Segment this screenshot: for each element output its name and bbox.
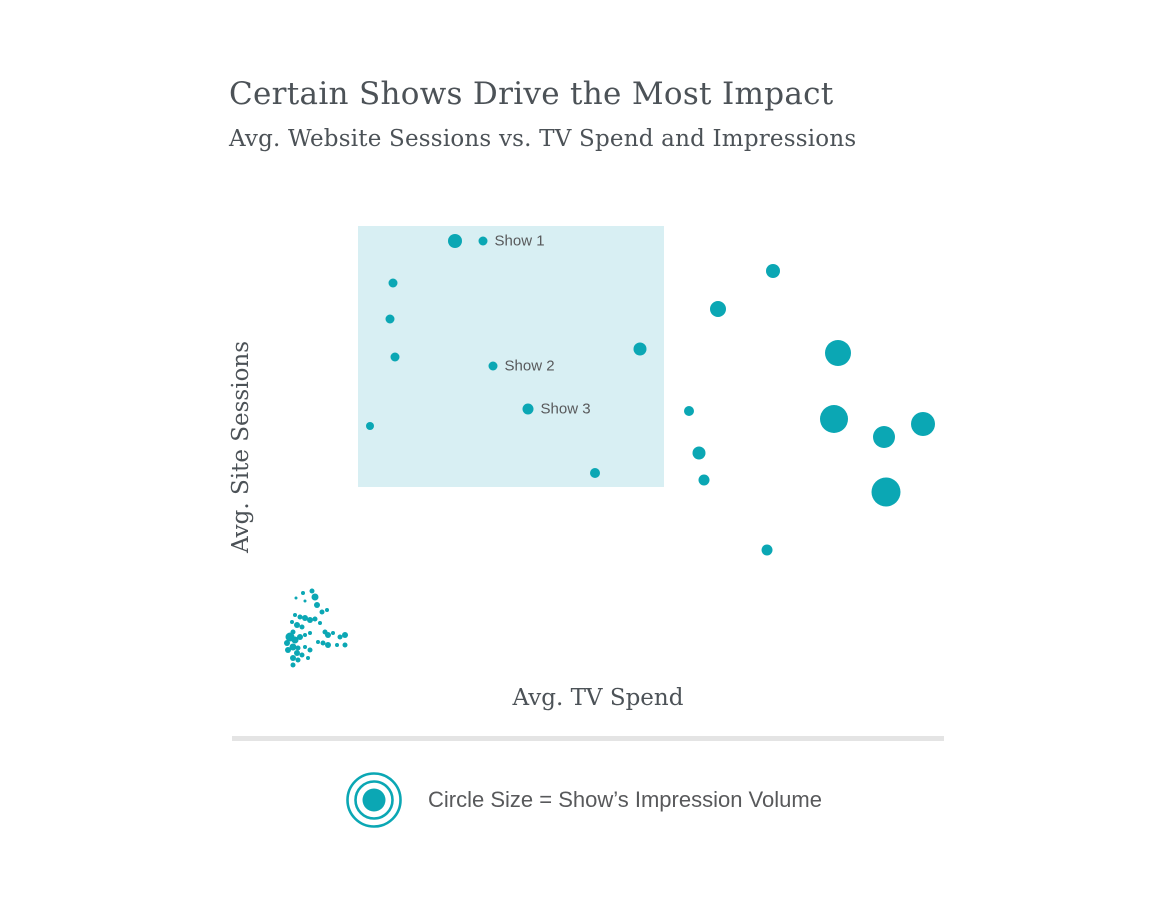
bubble	[366, 422, 374, 430]
cluster-dot	[290, 620, 294, 624]
divider	[232, 736, 944, 741]
cluster-dot	[295, 657, 301, 663]
cluster-dot	[342, 642, 348, 648]
cluster-dot	[284, 640, 290, 646]
cluster-dot	[303, 633, 307, 637]
highlight-region	[358, 226, 664, 487]
bubble	[761, 544, 773, 556]
legend-text: Circle Size = Show’s Impression Volume	[428, 787, 822, 812]
cluster-dot	[302, 615, 308, 621]
bubble	[911, 412, 935, 436]
show-label: Show 3	[541, 401, 591, 418]
cluster-dot	[294, 596, 298, 600]
bubble	[873, 426, 895, 448]
cluster-dot	[320, 640, 326, 646]
bubble	[684, 406, 694, 416]
cluster-dot	[307, 647, 313, 653]
x-axis-label: Avg. TV Spend	[512, 685, 684, 711]
cluster-dot	[316, 640, 320, 644]
cluster-dot	[303, 599, 307, 603]
cluster-dot	[325, 608, 329, 612]
bubble	[385, 314, 395, 324]
bubble	[692, 446, 706, 460]
bubble	[448, 234, 462, 248]
cluster-dot	[294, 622, 300, 628]
legend: Circle Size = Show’s Impression Volume	[344, 770, 822, 830]
cluster-dot	[311, 593, 319, 601]
cluster-dot	[299, 652, 305, 658]
cluster-dot	[325, 642, 331, 648]
page-subtitle: Avg. Website Sessions vs. TV Spend and I…	[229, 126, 857, 152]
bubble	[388, 278, 398, 288]
page-title: Certain Shows Drive the Most Impact	[229, 76, 834, 112]
cluster-dot	[301, 591, 305, 595]
cluster-dot	[290, 662, 296, 668]
bubble	[766, 264, 780, 278]
cluster-dot	[285, 647, 291, 653]
cluster-dot	[331, 631, 335, 635]
cluster-dot	[303, 645, 307, 649]
show-bubble	[488, 361, 498, 371]
cluster-dot	[290, 655, 296, 661]
concentric-circles-icon	[346, 772, 402, 828]
cluster-dot	[335, 643, 339, 647]
cluster-dot	[289, 643, 297, 651]
cluster-dot	[309, 588, 315, 594]
cluster-dot	[299, 624, 305, 630]
show-bubble	[522, 403, 534, 415]
show-label: Show 1	[495, 233, 545, 250]
cluster-dot	[312, 616, 318, 622]
bubble	[820, 405, 848, 433]
cluster-dot	[295, 645, 301, 651]
bubble	[871, 477, 901, 507]
show-bubble	[478, 236, 488, 246]
bubble	[710, 301, 726, 317]
cluster-dot	[319, 609, 325, 615]
cluster-dot	[325, 632, 331, 638]
cluster-dot	[342, 632, 348, 638]
cluster-dot	[318, 621, 322, 625]
bubble	[590, 468, 600, 478]
bubble	[633, 342, 647, 356]
cluster-dot	[314, 602, 320, 608]
cluster-dot	[291, 636, 299, 644]
show-label: Show 2	[505, 358, 555, 375]
bubble	[825, 340, 851, 366]
cluster-dot	[297, 614, 303, 620]
cluster-dot	[297, 634, 303, 640]
bubble	[390, 352, 400, 362]
cluster-dot	[293, 613, 297, 617]
cluster-dot	[307, 617, 313, 623]
cluster-dot	[308, 631, 312, 635]
cluster-dot	[294, 650, 300, 656]
cluster-dot	[337, 634, 343, 640]
bubble	[698, 474, 710, 486]
cluster-dot	[306, 656, 310, 660]
